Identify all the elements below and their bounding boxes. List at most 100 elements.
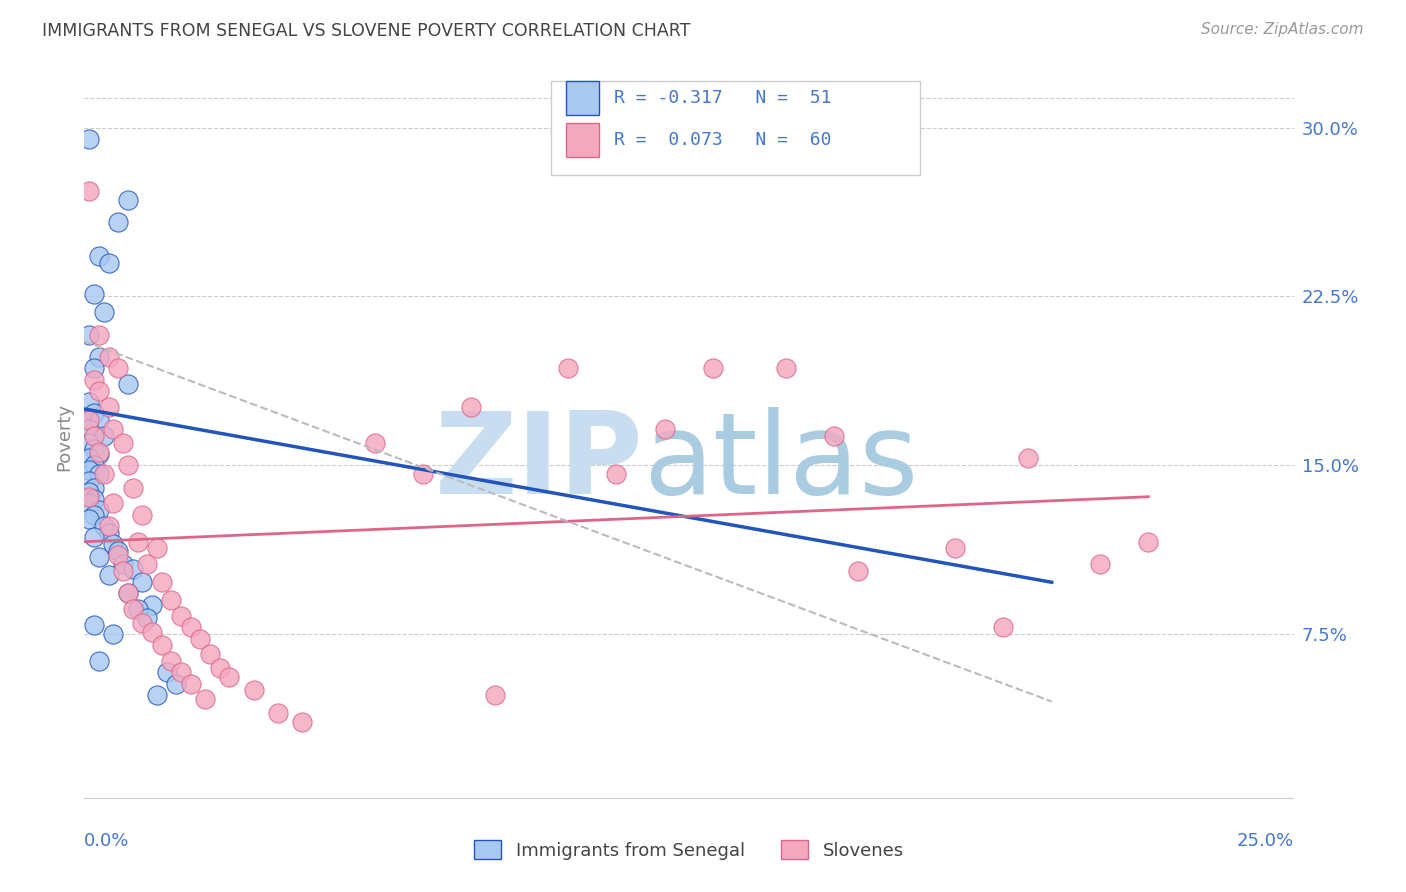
- Point: [93, 467, 115, 482]
- Point: [702, 361, 724, 376]
- Point: [146, 541, 169, 556]
- Point: [93, 305, 115, 319]
- Point: [141, 624, 163, 639]
- FancyBboxPatch shape: [551, 81, 920, 175]
- Point: [993, 620, 1015, 634]
- Legend: Immigrants from Senegal, Slovenes: Immigrants from Senegal, Slovenes: [467, 833, 911, 867]
- Point: [484, 688, 506, 702]
- Point: [103, 537, 125, 551]
- Text: Source: ZipAtlas.com: Source: ZipAtlas.com: [1201, 22, 1364, 37]
- Point: [103, 422, 125, 436]
- Point: [103, 627, 125, 641]
- Point: [127, 602, 149, 616]
- Point: [170, 609, 193, 624]
- Point: [77, 422, 100, 436]
- Point: [127, 534, 149, 549]
- Point: [77, 395, 100, 409]
- Point: [87, 503, 110, 517]
- Point: [83, 287, 105, 301]
- Bar: [565, 123, 599, 157]
- Point: [77, 413, 100, 427]
- Point: [107, 548, 129, 562]
- Text: R = -0.317   N =  51: R = -0.317 N = 51: [614, 89, 831, 107]
- Bar: [565, 81, 599, 115]
- Point: [117, 377, 139, 392]
- Point: [291, 714, 314, 729]
- Point: [131, 615, 153, 630]
- Point: [77, 474, 100, 488]
- Point: [97, 350, 120, 364]
- Point: [208, 661, 231, 675]
- Point: [198, 647, 221, 661]
- Point: [77, 490, 100, 504]
- Point: [1017, 451, 1039, 466]
- Point: [83, 373, 105, 387]
- Point: [83, 407, 105, 421]
- Point: [77, 485, 100, 500]
- Point: [107, 215, 129, 229]
- Point: [557, 361, 579, 376]
- Point: [97, 255, 120, 269]
- Point: [107, 543, 129, 558]
- Point: [121, 562, 143, 576]
- Point: [77, 512, 100, 526]
- Point: [77, 451, 100, 466]
- Point: [87, 249, 110, 263]
- Point: [242, 683, 264, 698]
- Point: [117, 586, 139, 600]
- Point: [131, 575, 153, 590]
- Point: [150, 638, 173, 652]
- Point: [121, 481, 143, 495]
- Point: [77, 435, 100, 450]
- Point: [77, 463, 100, 477]
- Point: [654, 422, 676, 436]
- Point: [87, 467, 110, 482]
- Point: [103, 496, 125, 510]
- Point: [83, 458, 105, 473]
- Point: [83, 618, 105, 632]
- Point: [83, 442, 105, 457]
- Point: [77, 496, 100, 510]
- Point: [97, 400, 120, 414]
- Point: [117, 586, 139, 600]
- Point: [170, 665, 193, 680]
- Point: [93, 429, 115, 443]
- Point: [83, 361, 105, 376]
- Text: R =  0.073   N =  60: R = 0.073 N = 60: [614, 131, 831, 149]
- Point: [87, 550, 110, 565]
- Point: [112, 435, 135, 450]
- Point: [77, 184, 100, 198]
- Point: [77, 132, 100, 146]
- Point: [87, 384, 110, 398]
- Point: [83, 429, 105, 443]
- Point: [1137, 534, 1160, 549]
- Point: [460, 400, 482, 414]
- Point: [775, 361, 797, 376]
- Point: [97, 525, 120, 540]
- Point: [412, 467, 434, 482]
- Point: [141, 598, 163, 612]
- Point: [97, 519, 120, 533]
- Text: IMMIGRANTS FROM SENEGAL VS SLOVENE POVERTY CORRELATION CHART: IMMIGRANTS FROM SENEGAL VS SLOVENE POVER…: [42, 22, 690, 40]
- Point: [77, 327, 100, 342]
- Point: [121, 602, 143, 616]
- Point: [1088, 558, 1111, 572]
- Point: [136, 611, 159, 625]
- Point: [87, 327, 110, 342]
- Point: [117, 458, 139, 473]
- Point: [107, 361, 129, 376]
- Point: [363, 435, 385, 450]
- Point: [93, 519, 115, 533]
- Point: [155, 665, 177, 680]
- Point: [823, 429, 845, 443]
- Point: [136, 558, 159, 572]
- Point: [218, 670, 240, 684]
- Text: atlas: atlas: [643, 407, 918, 518]
- Point: [117, 193, 139, 207]
- Point: [83, 530, 105, 544]
- Y-axis label: Poverty: Poverty: [55, 403, 73, 471]
- Point: [131, 508, 153, 522]
- Point: [87, 654, 110, 668]
- Point: [146, 688, 169, 702]
- Point: [87, 444, 110, 458]
